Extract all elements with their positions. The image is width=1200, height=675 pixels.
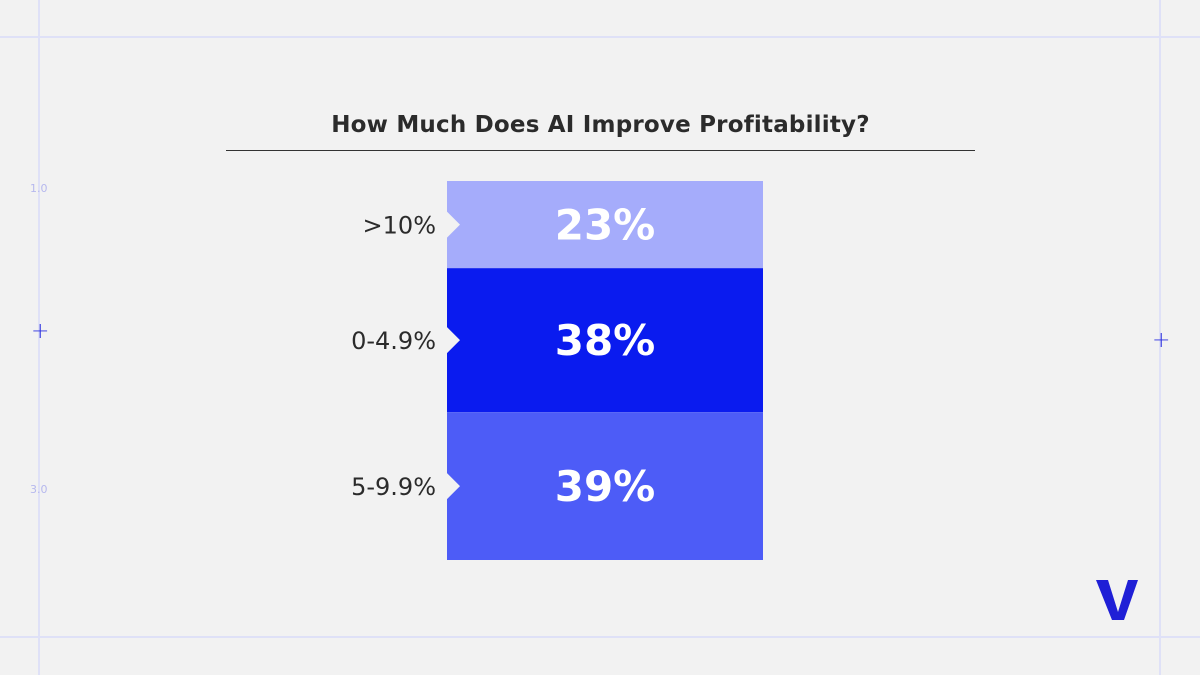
plus-icon-right: + bbox=[1152, 328, 1171, 353]
chart-title: How Much Does AI Improve Profitability? bbox=[331, 112, 870, 138]
pointer-notch bbox=[447, 327, 460, 354]
bar-segment bbox=[447, 412, 763, 560]
guide-line-top bbox=[0, 36, 1200, 38]
category-label: 5-9.9% bbox=[351, 473, 436, 501]
category-label: 0-4.9% bbox=[351, 327, 436, 355]
pointer-notch bbox=[447, 211, 460, 238]
bar-segment bbox=[447, 268, 763, 413]
guide-line-bottom bbox=[0, 636, 1200, 638]
title-underline bbox=[226, 150, 975, 151]
segment-value-label: 23% bbox=[555, 201, 656, 250]
guide-tick-label-bottom: 3.0 bbox=[30, 483, 48, 496]
guide-tick-label-top: 1.0 bbox=[30, 182, 48, 195]
pointer-notch bbox=[447, 473, 460, 500]
v-logo-icon bbox=[1096, 580, 1138, 620]
segment-value-label: 39% bbox=[555, 462, 656, 511]
bar-segment bbox=[447, 181, 763, 269]
plus-icon-left: + bbox=[31, 319, 50, 344]
segment-value-label: 38% bbox=[555, 316, 656, 365]
guide-line-right bbox=[1159, 0, 1161, 675]
guide-line-left bbox=[38, 0, 40, 675]
category-label: >10% bbox=[363, 212, 436, 240]
